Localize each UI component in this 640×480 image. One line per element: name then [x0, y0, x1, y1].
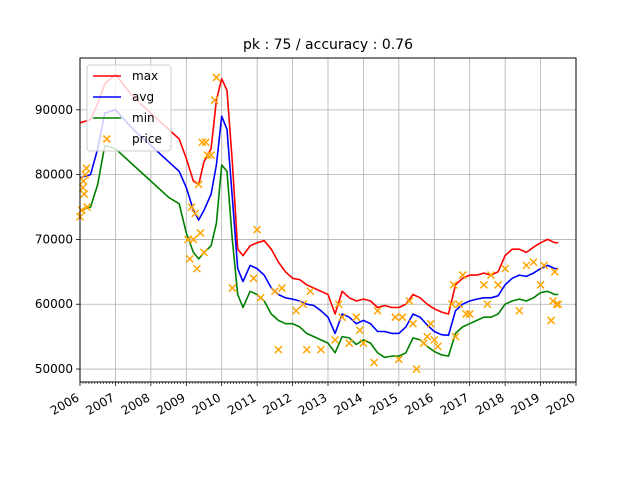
- legend-max-label: max: [132, 69, 158, 83]
- price-point: [249, 274, 258, 283]
- price-point: [522, 261, 531, 270]
- price-point: [447, 300, 457, 309]
- price-point: [302, 345, 311, 354]
- price-point: [203, 151, 212, 160]
- price-point: [483, 300, 492, 309]
- price-point: [355, 326, 364, 335]
- price-point: [81, 170, 90, 179]
- price-point: [194, 180, 203, 189]
- price-point: [552, 300, 561, 309]
- price-point: [451, 332, 460, 341]
- legend-min-label: min: [132, 111, 155, 125]
- price-point: [398, 313, 407, 322]
- price-point: [433, 342, 442, 351]
- price-point: [515, 306, 524, 315]
- price-point: [191, 209, 200, 218]
- price-point: [331, 335, 340, 344]
- price-point: [547, 316, 556, 325]
- price-point: [529, 258, 538, 267]
- price-point: [394, 355, 403, 364]
- price-point: [192, 264, 201, 273]
- price-point: [408, 319, 418, 328]
- price-point: [77, 206, 86, 215]
- series-avg-line: [79, 109, 559, 337]
- price-point: [412, 365, 421, 374]
- price-point: [370, 358, 379, 367]
- y-tick-label: 70000: [35, 232, 73, 246]
- price-point: [419, 339, 428, 348]
- legend: max avg min price: [86, 64, 172, 152]
- price-point: [185, 254, 194, 263]
- legend-price-swatch: [102, 134, 112, 144]
- legend-price-label: price: [132, 132, 162, 146]
- price-point: [277, 284, 286, 293]
- price-point: [550, 267, 559, 276]
- price-point: [198, 138, 207, 147]
- price-point: [187, 203, 196, 212]
- series-min-line: [79, 144, 559, 359]
- price-point: [426, 319, 435, 328]
- price-point: [79, 177, 88, 186]
- price-point: [391, 313, 400, 322]
- y-tick-label: 50000: [35, 362, 73, 376]
- price-markers: [75, 73, 563, 374]
- price-point: [274, 345, 283, 354]
- price-point: [292, 306, 301, 315]
- price-point: [373, 306, 382, 315]
- y-axis: 50000 60000 70000 80000 90000: [35, 103, 80, 376]
- price-point: [82, 164, 91, 173]
- price-point: [201, 138, 210, 147]
- price-point: [423, 332, 432, 341]
- y-tick-label: 90000: [35, 103, 73, 117]
- price-point: [352, 313, 361, 322]
- chart-title: pk : 75 / accuracy : 0.76: [243, 37, 413, 53]
- price-point: [334, 300, 343, 309]
- price-point: [449, 280, 458, 289]
- price-point: [78, 183, 87, 192]
- price-point: [486, 271, 496, 280]
- price-point: [455, 300, 464, 309]
- legend-avg-label: avg: [132, 90, 154, 104]
- y-tick-label: 60000: [35, 297, 73, 311]
- price-point: [458, 271, 467, 280]
- price-point: [430, 335, 439, 344]
- price-point: [316, 345, 325, 354]
- price-point: [256, 293, 265, 302]
- price-point: [299, 300, 308, 309]
- price-point: [80, 190, 89, 199]
- price-point: [540, 261, 549, 270]
- price-point: [207, 151, 216, 160]
- price-point: [359, 339, 368, 348]
- price-point: [228, 284, 237, 293]
- price-point: [501, 264, 510, 273]
- price-point: [554, 300, 563, 309]
- price-point: [83, 203, 92, 212]
- price-point: [270, 287, 279, 296]
- price-point: [338, 313, 347, 322]
- price-point: [210, 96, 219, 105]
- price-point: [199, 248, 209, 257]
- price-point: [253, 225, 262, 234]
- price-point: [494, 280, 503, 289]
- price-point: [306, 287, 315, 296]
- price-point: [405, 296, 414, 306]
- price-point: [189, 235, 198, 244]
- price-point: [345, 339, 354, 348]
- price-point: [196, 228, 205, 237]
- price-point: [536, 280, 545, 289]
- price-point: [479, 280, 488, 289]
- price-point: [212, 73, 221, 82]
- legend-box: [86, 64, 172, 152]
- y-tick-label: 80000: [35, 168, 73, 182]
- price-point: [462, 309, 471, 318]
- price-point: [465, 309, 474, 318]
